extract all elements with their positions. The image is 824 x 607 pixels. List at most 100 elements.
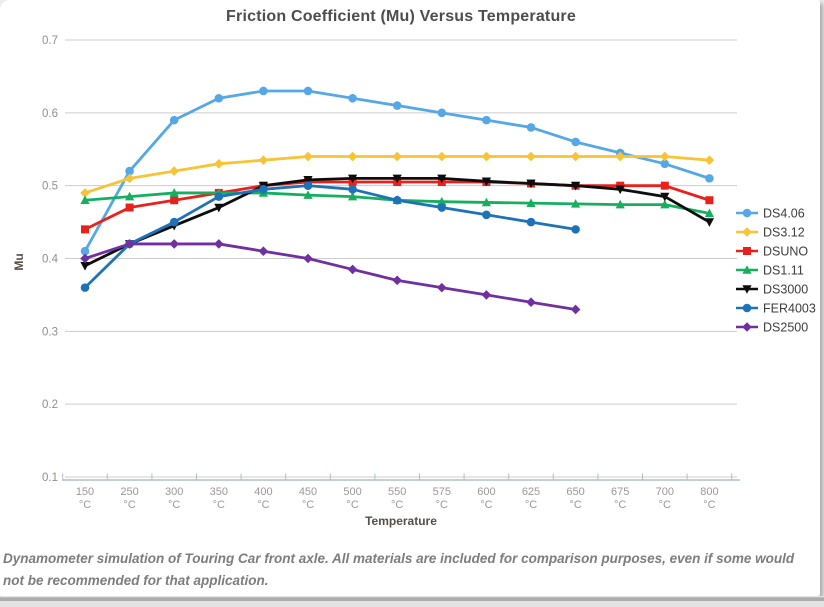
x-axis-tick-label: 650 °C: [566, 486, 584, 511]
data-point-marker: [169, 217, 179, 227]
data-point-marker: [437, 282, 447, 293]
data-point-marker: [615, 151, 625, 162]
y-axis-tick-label: 0.6: [42, 108, 58, 120]
legend-item-DS3.12[interactable]: DS3.12: [736, 226, 805, 240]
data-point-marker: [169, 166, 179, 176]
x-axis-tick-label: 600 °C: [477, 486, 495, 511]
data-point-marker: [80, 283, 90, 292]
data-point-marker: [259, 185, 268, 194]
data-point-marker: [742, 227, 752, 237]
data-point-marker: [571, 137, 580, 147]
data-point-marker: [80, 195, 90, 205]
data-point-marker: [303, 176, 313, 185]
data-point-marker: [615, 199, 625, 209]
legend-label: DS2500: [763, 321, 808, 335]
legend-item-FER4003[interactable]: FER4003: [736, 302, 816, 316]
data-point-marker: [169, 188, 179, 197]
data-point-marker: [169, 239, 179, 249]
data-point-marker: [571, 225, 580, 234]
data-point-marker: [303, 86, 313, 96]
data-point-marker: [125, 166, 134, 176]
data-point-marker: [660, 159, 670, 169]
x-axis-tick-label: 800 °C: [700, 486, 718, 511]
x-axis-tick-label: 450 °C: [299, 486, 317, 511]
data-point-marker: [125, 203, 134, 212]
data-point-marker: [348, 93, 357, 103]
data-point-marker: [80, 188, 90, 198]
series-line: [83, 184, 577, 290]
series-line: [83, 242, 577, 311]
chart-title: Friction Coefficient (Mu) Versus Tempera…: [226, 8, 576, 25]
data-point-marker: [214, 159, 224, 169]
data-point-marker: [80, 246, 90, 256]
data-point-marker: [80, 253, 90, 264]
x-axis-tick-label: 250 °C: [120, 486, 138, 511]
data-point-marker: [258, 155, 269, 165]
data-point-marker: [705, 196, 714, 205]
legend-item-DSUNO[interactable]: DSUNO: [736, 245, 808, 259]
data-point-marker: [526, 198, 536, 207]
data-point-marker: [437, 196, 447, 206]
data-point-marker: [437, 151, 447, 162]
x-axis-tick-label: 400 °C: [254, 486, 272, 511]
data-point-marker: [348, 185, 357, 194]
data-point-marker: [704, 155, 715, 165]
data-point-marker: [214, 93, 224, 103]
series-DS2500[interactable]: [80, 239, 581, 315]
data-point-marker: [660, 199, 670, 209]
data-point-marker: [481, 151, 492, 162]
data-point-marker: [437, 108, 447, 118]
friction-temperature-chart: 0.7 0.6 0.5 0.4 0.3 0.2 0.1 150 °C 250 °C 300 °C 350 °…: [42, 35, 816, 511]
data-point-marker: [742, 285, 752, 294]
data-point-marker: [742, 265, 752, 274]
series-DS3.12[interactable]: [80, 151, 715, 198]
legend-item-DS1.11[interactable]: DS1.11: [736, 264, 804, 278]
data-point-marker: [437, 203, 447, 212]
y-axis-tick-label: 0.5: [42, 181, 58, 193]
data-point-marker: [742, 322, 752, 332]
data-point-marker: [704, 208, 714, 218]
data-point-marker: [615, 185, 625, 195]
x-axis-title: Temperature: [365, 514, 437, 528]
data-point-marker: [124, 239, 135, 249]
data-point-marker: [348, 191, 358, 201]
data-point-marker: [526, 297, 536, 307]
data-point-marker: [526, 217, 536, 227]
data-point-marker: [742, 208, 752, 218]
series-DS3000[interactable]: [80, 174, 714, 271]
legend-item-DS3000[interactable]: DS3000: [736, 283, 808, 297]
series-FER4003[interactable]: [80, 181, 580, 292]
data-point-marker: [392, 101, 402, 110]
legend-item-DS2500[interactable]: DS2500: [736, 321, 808, 335]
scrollbar-track[interactable]: [0, 597, 824, 601]
data-point-marker: [481, 197, 491, 207]
data-point-marker: [170, 196, 179, 205]
legend-label: DS3000: [763, 283, 808, 297]
data-point-marker: [570, 151, 581, 162]
data-point-marker: [660, 181, 669, 190]
data-point-marker: [125, 191, 135, 201]
data-point-marker: [570, 304, 581, 315]
data-point-marker: [81, 225, 89, 234]
data-point-marker: [303, 181, 313, 190]
data-point-marker: [303, 253, 313, 264]
x-axis-tick-label: 550 °C: [388, 486, 406, 511]
data-point-marker: [258, 246, 269, 257]
x-axis-tick-label: 700 °C: [656, 486, 674, 511]
data-point-marker: [392, 275, 402, 286]
data-point-marker: [347, 151, 358, 162]
x-axis-tick-label: 500 °C: [343, 486, 361, 511]
data-point-marker: [743, 247, 751, 255]
legend-item-DS4.06[interactable]: DS4.06: [736, 207, 805, 221]
data-point-marker: [347, 264, 358, 275]
data-point-marker: [660, 151, 670, 162]
data-point-marker: [704, 218, 714, 227]
data-point-marker: [214, 192, 224, 201]
data-point-marker: [303, 190, 313, 199]
x-axis-tick-label: 575 °C: [433, 486, 451, 511]
data-point-marker: [742, 303, 752, 313]
legend-label: DS4.06: [763, 207, 805, 221]
data-point-marker: [303, 151, 313, 162]
data-point-marker: [392, 195, 402, 205]
data-point-marker: [571, 199, 581, 208]
